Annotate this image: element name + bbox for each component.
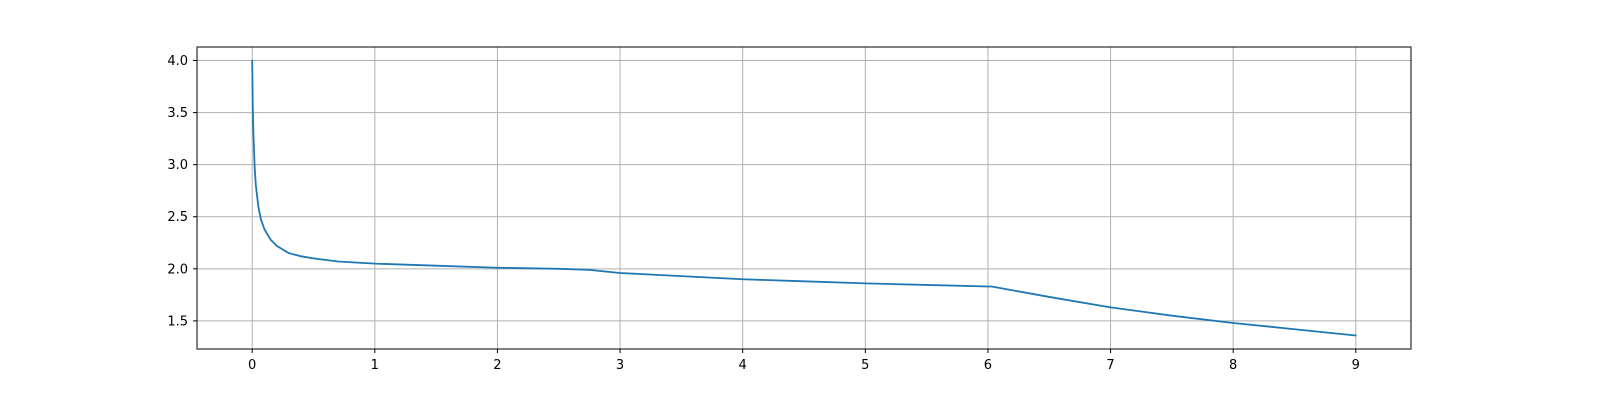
grid-layer: [197, 47, 1411, 349]
y-tick-label: 2.0: [167, 262, 188, 277]
y-tick-label: 3.5: [167, 106, 188, 121]
x-tick-label: 6: [984, 358, 992, 373]
x-tick-label: 1: [371, 358, 379, 373]
x-tick-label: 5: [861, 358, 869, 373]
series-layer: [251, 59, 1357, 337]
x-tick-label: 0: [248, 358, 256, 373]
tick-layer: 0 1 2 3 4 5 6 7 8 9 1.5 2.0 2.5 3.0 3.5 4.0: [167, 54, 1360, 373]
series-line: [251, 59, 1357, 337]
x-tick-label: 8: [1229, 358, 1237, 373]
x-tick-label: 9: [1352, 358, 1360, 373]
y-tick-label: 4.0: [167, 54, 188, 69]
x-tick-label: 7: [1106, 358, 1114, 373]
y-tick-label: 3.0: [167, 158, 188, 173]
x-tick-label: 4: [739, 358, 747, 373]
axes-frame: [196, 46, 1412, 350]
y-tick-label: 1.5: [167, 314, 188, 329]
x-tick-label: 2: [493, 358, 501, 373]
x-tick-label: 3: [616, 358, 624, 373]
y-tick-label: 2.5: [167, 210, 188, 225]
